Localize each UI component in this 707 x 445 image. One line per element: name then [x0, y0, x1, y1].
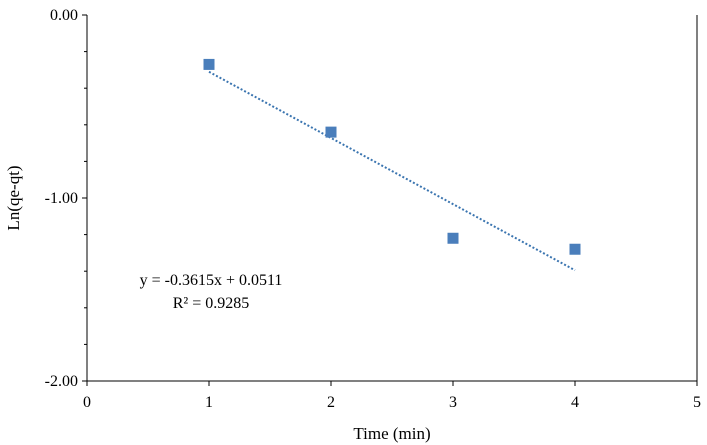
plot-area: 0.00 -1.00 -2.00 0 1 2 3 4 5 — [45, 7, 701, 411]
x-tick-label: 4 — [571, 394, 579, 411]
data-point — [569, 243, 581, 255]
trendline-group — [208, 70, 576, 272]
y-tick-label: -2.00 — [45, 373, 78, 390]
y-axis-ticks: 0.00 -1.00 -2.00 — [45, 7, 87, 390]
trendline — [208, 70, 576, 272]
x-axis-title: Time (min) — [353, 424, 430, 443]
x-tick-label: 0 — [83, 394, 91, 411]
trendline-equation: y = -0.3615x + 0.0511 — [140, 272, 283, 289]
data-point — [447, 232, 459, 244]
x-tick-label: 2 — [327, 394, 335, 411]
data-points — [203, 58, 581, 255]
trendline-r-squared: R² = 0.9285 — [173, 295, 250, 312]
y-tick-label: 0.00 — [50, 7, 78, 24]
data-point — [203, 58, 215, 70]
x-tick-label: 3 — [449, 394, 457, 411]
data-point — [325, 126, 337, 138]
x-tick-label: 1 — [205, 394, 213, 411]
y-axis-title: Ln(qe-qt) — [4, 165, 23, 230]
x-tick-label: 5 — [693, 394, 701, 411]
y-tick-label: -1.00 — [45, 190, 78, 207]
x-axis-ticks: 0 1 2 3 4 5 — [83, 381, 701, 411]
